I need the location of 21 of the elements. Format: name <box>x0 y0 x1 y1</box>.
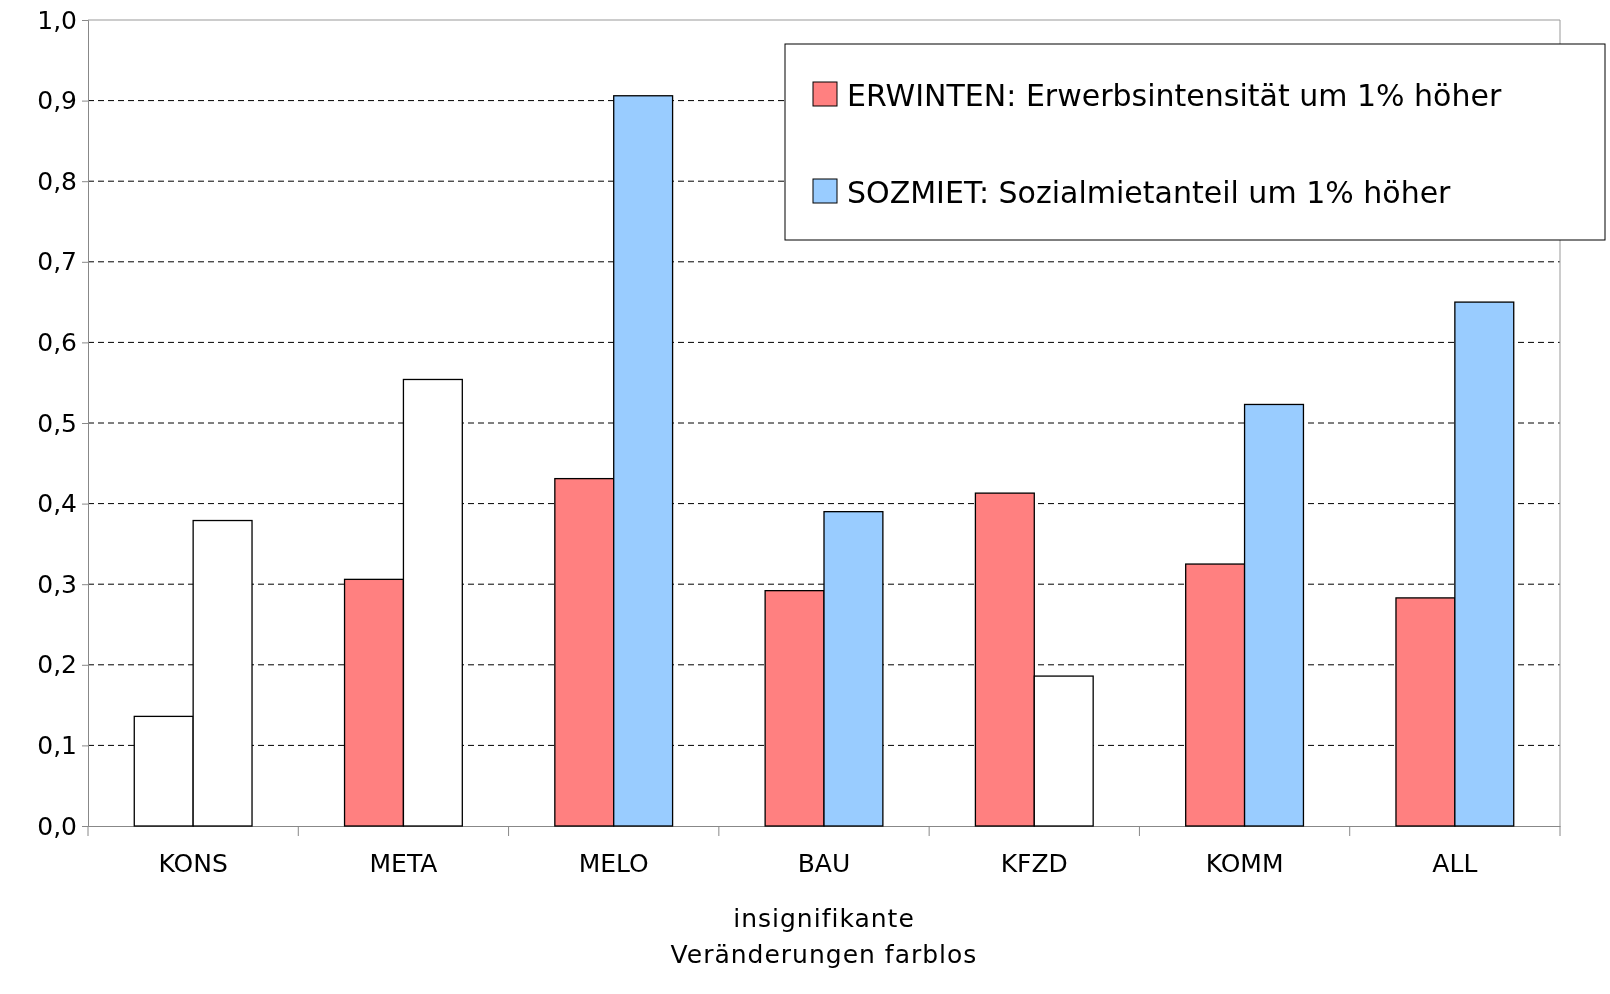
y-tick-label: 0,6 <box>37 327 77 357</box>
x-tick-label: MELO <box>578 848 649 878</box>
y-tick-label: 0,2 <box>37 650 77 680</box>
legend-label: SOZMIET: Sozialmietanteil um 1% höher <box>847 175 1452 210</box>
y-tick-label: 0,3 <box>37 569 77 599</box>
y-tick-label: 0,5 <box>37 408 77 438</box>
x-tick-label: ALL <box>1432 848 1478 878</box>
x-tick-label: KFZD <box>1000 848 1068 878</box>
legend-label: ERWINTEN: Erwerbsintensität um 1% höher <box>847 78 1502 113</box>
x-tick-label: BAU <box>797 848 851 878</box>
x-tick-label: KONS <box>158 848 228 878</box>
y-tick-label: 0,1 <box>37 730 77 760</box>
y-tick-label: 0,0 <box>37 811 77 841</box>
y-tick-label: 0,4 <box>37 489 77 519</box>
x-tick-label: META <box>369 848 438 878</box>
y-tick-label: 0,8 <box>37 166 77 196</box>
y-tick-label: 1,0 <box>37 5 77 35</box>
y-tick-label: 0,7 <box>37 247 77 277</box>
x-tick-label: KOMM <box>1205 848 1284 878</box>
y-tick-label: 0,9 <box>37 86 77 116</box>
x-axis-title: insignifikante Veränderungen farblos <box>670 904 978 969</box>
